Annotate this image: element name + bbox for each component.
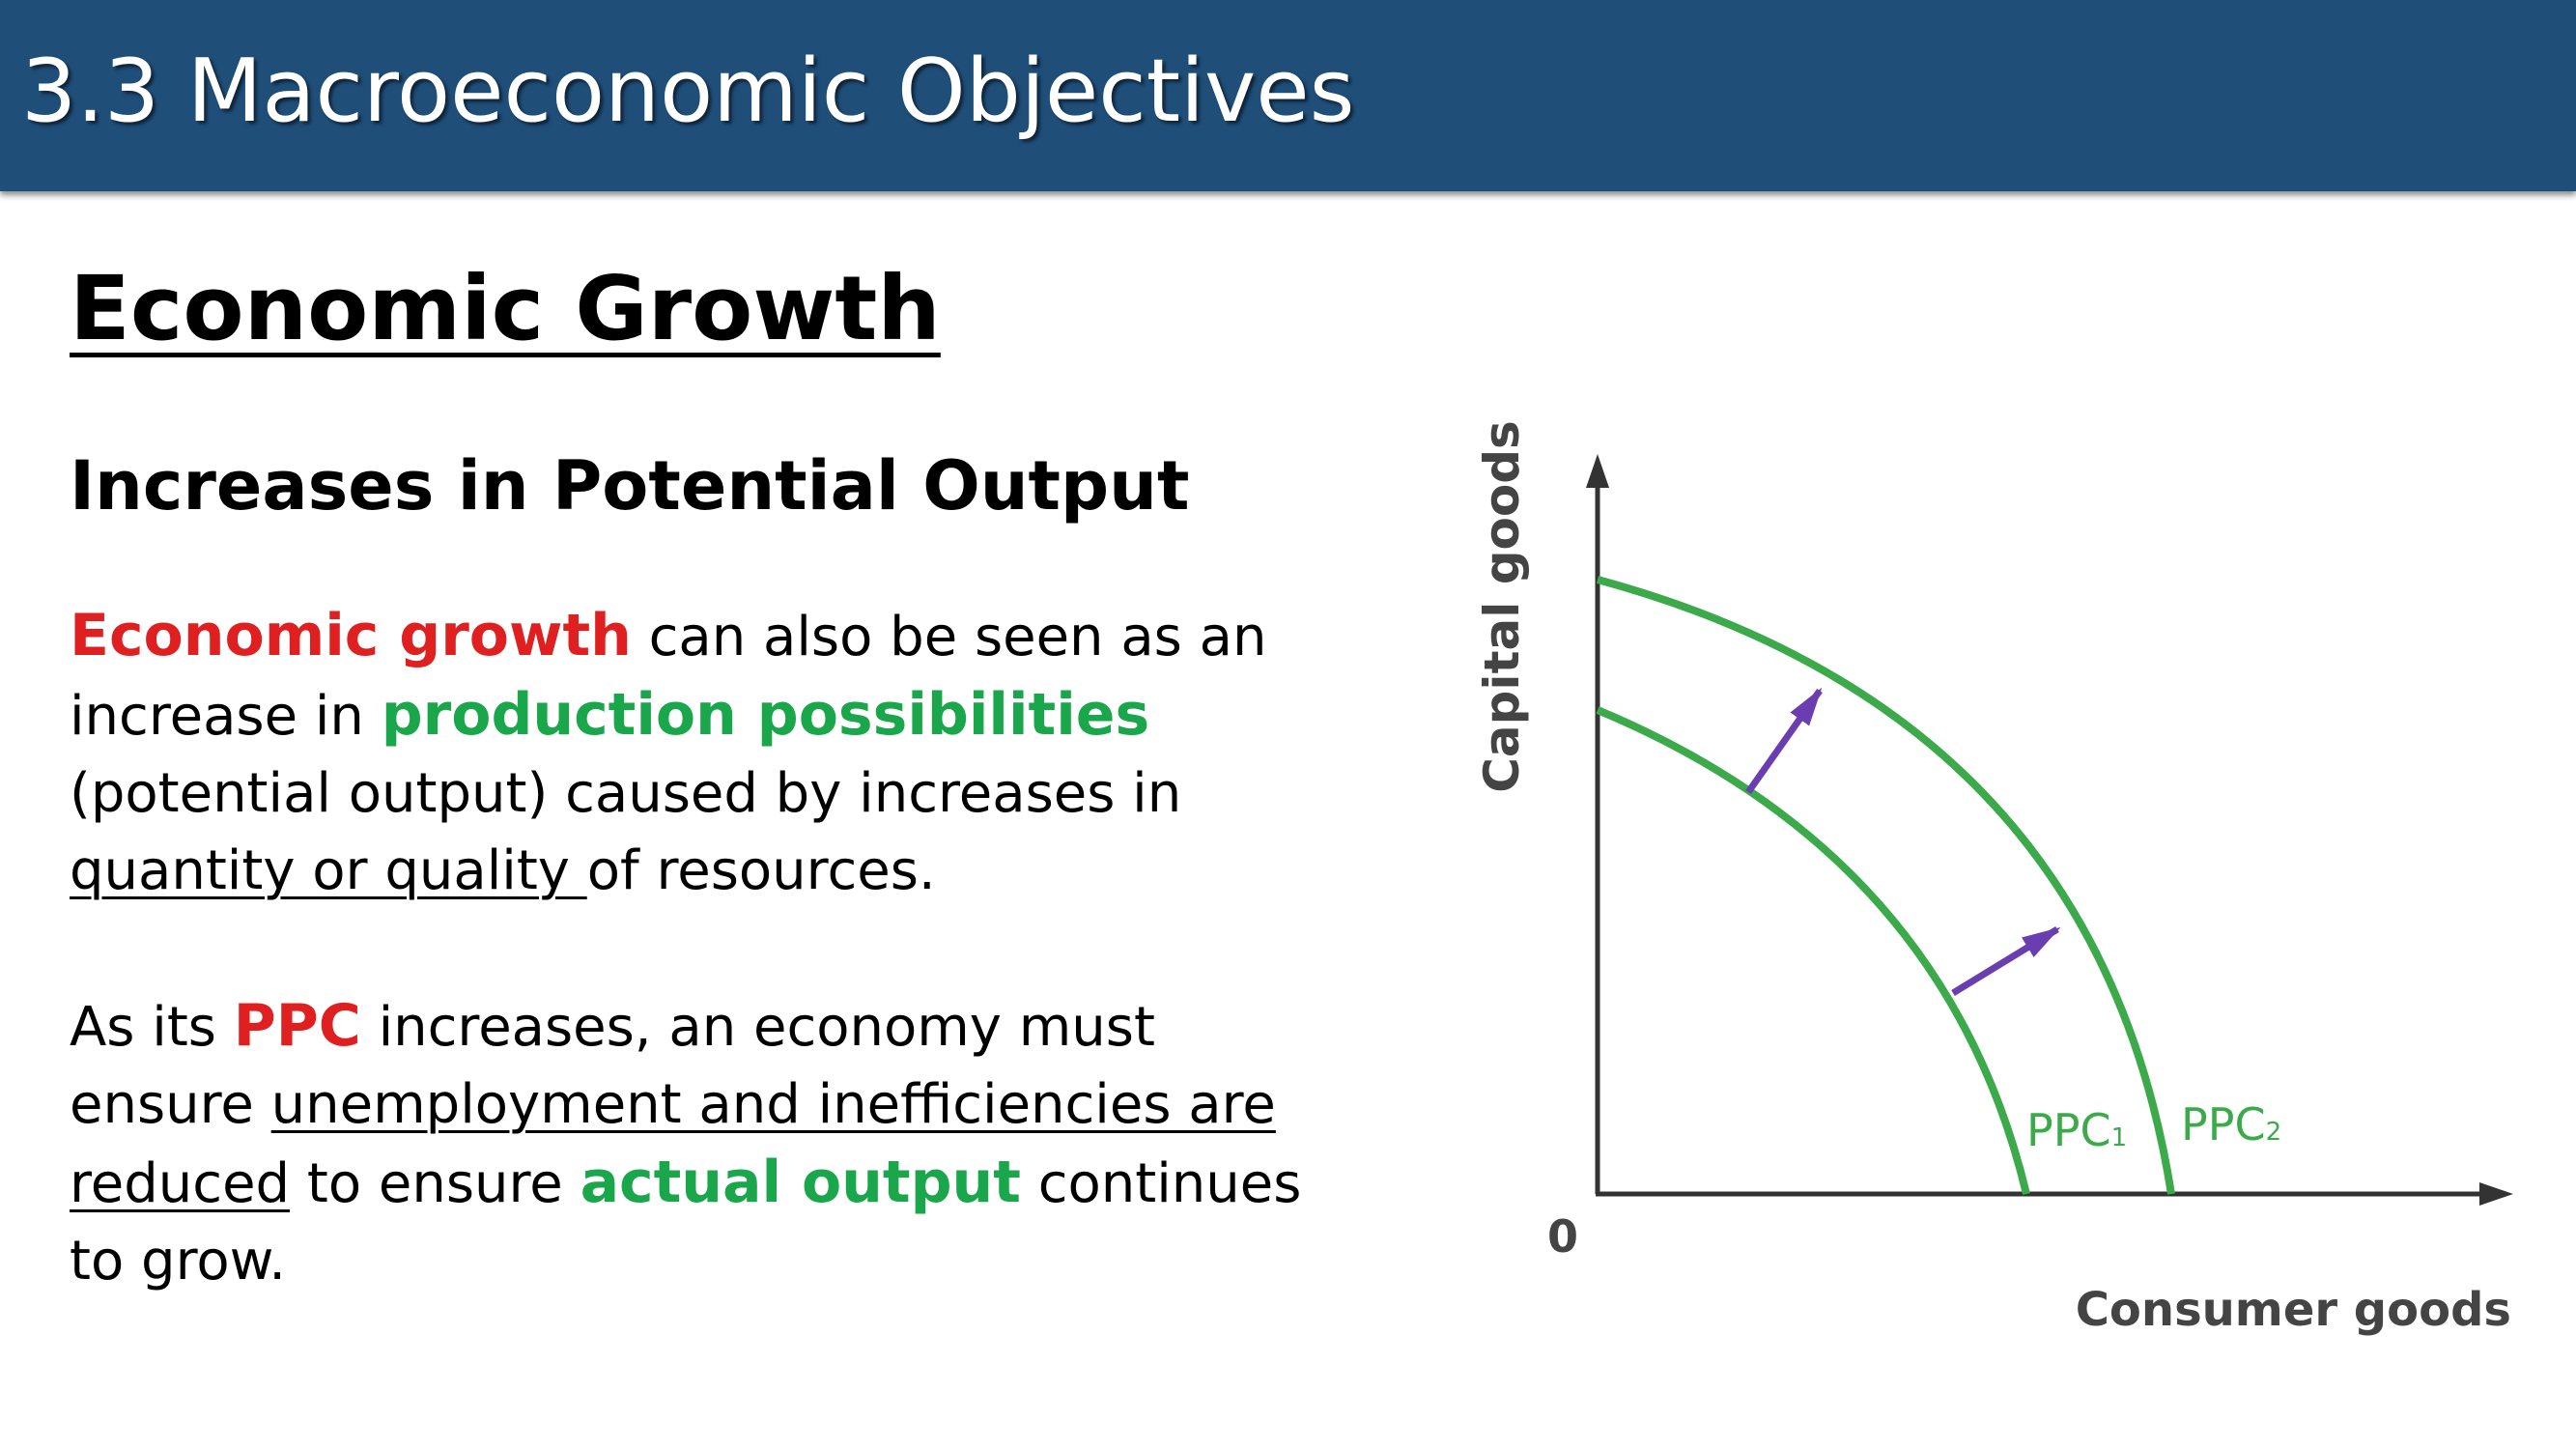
term-production-possibilities: production possibilities [381,681,1150,749]
ppc2-label-text: PPC [2181,1098,2266,1151]
shift-arrow-lower [1951,926,2061,996]
paragraph-ppc: As its PPC increases, an economy must en… [70,987,1325,1300]
text-segment: to ensure [290,1152,580,1215]
term-economic-growth: Economic growth [70,602,632,669]
header-bar: 3.3 Macroeconomic Objectives [0,0,2576,191]
text-segment: (potential output) caused by increases i… [70,762,1182,825]
text-segment: increases, an economy must ensure [70,996,1155,1136]
underlined-quantity-quality: quantity or quality [70,839,587,902]
ppc2-label-sub: 2 [2266,1118,2282,1147]
text-segment: As its [70,996,234,1059]
ppc1-curve [1596,706,2030,1195]
subheading: Increases in Potential Output [70,446,1190,526]
term-ppc: PPC [233,992,361,1060]
ppc1-label: PPC1 [2026,1104,2127,1156]
y-axis-label: Capital goods [1474,420,1530,793]
underlined-unemployment: unemployment and inefficiencies are redu… [70,1073,1276,1215]
origin-label: 0 [1547,1210,1578,1263]
shift-arrow-upper [1745,687,1823,795]
ppc1-label-text: PPC [2026,1104,2111,1156]
x-axis-arrow [2479,1182,2513,1206]
ppc2-label: PPC2 [2181,1098,2281,1151]
page-title: 3.3 Macroeconomic Objectives [21,41,1355,142]
text-segment: can also be seen as an increase in [70,606,1267,748]
paragraph-growth: Economic growth can also be seen as an i… [70,597,1325,910]
term-actual-output: actual output [580,1149,1021,1216]
text-segment: continues to grow. [70,1152,1302,1293]
section-heading: Economic Growth [70,257,941,360]
ppc1-label-sub: 1 [2111,1123,2128,1152]
x-axis-label: Consumer goods [2076,1283,2511,1337]
y-axis-arrow [1586,454,1609,488]
text-segment: of resources. [586,839,936,902]
ppc2-curve [1596,576,2175,1195]
